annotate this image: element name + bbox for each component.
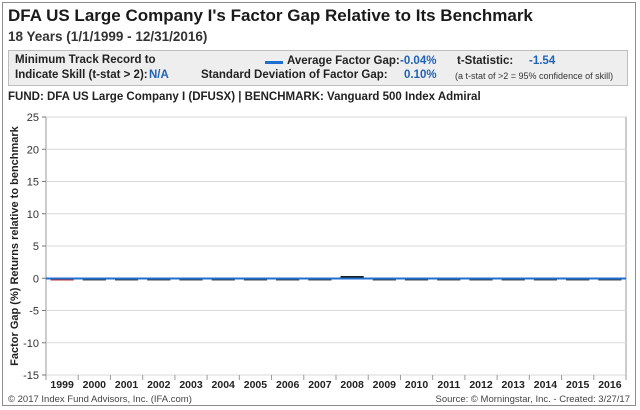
x-tick-label: 2009 — [373, 379, 397, 391]
y-tick-label: -5 — [29, 306, 39, 318]
fund-benchmark-line: FUND: DFA US Large Company I (DFUSX) | B… — [8, 91, 481, 103]
x-tick-label: 2008 — [340, 379, 364, 391]
std-dev-value: 0.10% — [404, 69, 437, 81]
min-track-value: N/A — [149, 69, 169, 81]
min-track-label-1: Minimum Track Record to — [15, 54, 156, 66]
x-tick-label: 2013 — [502, 379, 526, 391]
footer-copyright: © 2017 Index Fund Advisors, Inc. (IFA.co… — [8, 394, 192, 405]
chart-title: DFA US Large Company I's Factor Gap Rela… — [8, 6, 533, 25]
x-tick-label: 2012 — [469, 379, 493, 391]
x-tick-label: 2003 — [179, 379, 203, 391]
x-tick-label: 2010 — [405, 379, 429, 391]
x-tick-label: 2005 — [244, 379, 268, 391]
x-tick-label: 2015 — [566, 379, 590, 391]
stats-box: Minimum Track Record to Indicate Skill (… — [8, 50, 628, 86]
std-dev-label: Standard Deviation of Factor Gap: — [201, 69, 388, 81]
t-stat-value: -1.54 — [529, 55, 556, 67]
period-subtitle: 18 Years (1/1/1999 - 12/31/2016) — [8, 29, 208, 44]
x-tick-label: 2002 — [147, 379, 171, 391]
y-tick-label: 10 — [27, 209, 39, 221]
x-tick-label: 2007 — [308, 379, 332, 391]
avg-gap-label: Average Factor Gap: — [287, 55, 400, 67]
y-tick-label: 20 — [27, 144, 39, 156]
average-line-legend-swatch — [265, 61, 283, 64]
footer-source: Source: © Morningstar, Inc. - Created: 3… — [435, 394, 630, 405]
y-tick-label: 25 — [27, 112, 39, 124]
x-tick-label: 2006 — [276, 379, 300, 391]
x-tick-label: 2004 — [212, 379, 236, 391]
y-tick-label: 0 — [33, 273, 39, 285]
y-tick-label: -10 — [23, 338, 39, 350]
x-tick-label: 2001 — [115, 379, 139, 391]
t-stat-note: (a t-stat of >2 = 95% confidence of skil… — [455, 71, 614, 81]
y-tick-label: -15 — [23, 370, 39, 382]
t-stat-label: t-Statistic: — [457, 55, 514, 67]
x-tick-label: 2000 — [83, 379, 107, 391]
x-tick-label: 2011 — [437, 379, 460, 391]
x-tick-label: 2016 — [598, 379, 622, 391]
y-tick-label: 5 — [33, 241, 39, 253]
y-tick-label: 15 — [27, 177, 39, 189]
x-tick-label: 1999 — [50, 379, 74, 391]
min-track-label-2: Indicate Skill (t-stat > 2): — [15, 69, 148, 81]
y-axis-label: Factor Gap (%) Returns relative to bench… — [9, 125, 21, 365]
bar-2008 — [340, 276, 364, 279]
x-tick-label: 2014 — [534, 379, 558, 391]
avg-gap-value: -0.04% — [400, 55, 437, 67]
